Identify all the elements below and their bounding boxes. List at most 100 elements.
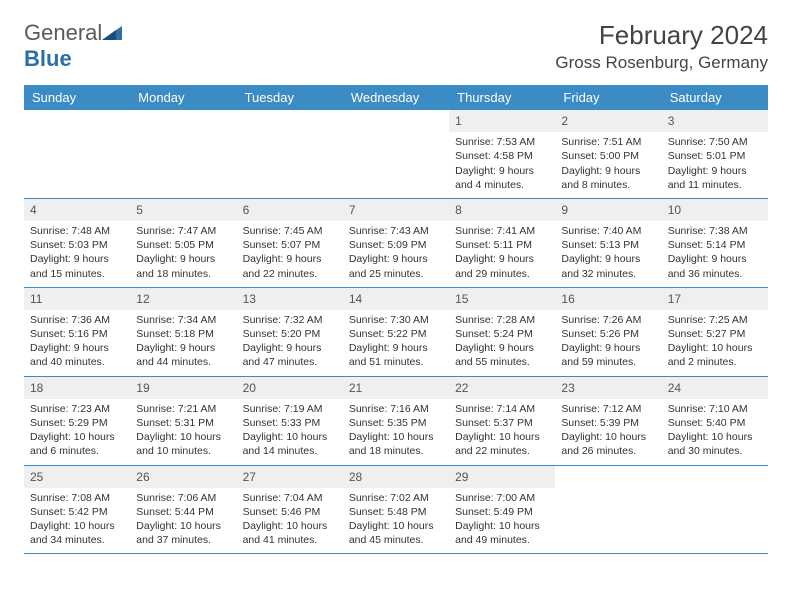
day-number: 18: [24, 377, 130, 399]
sunset-text: Sunset: 5:20 PM: [243, 327, 337, 341]
daylight-text: Daylight: 10 hours: [30, 430, 124, 444]
sunset-text: Sunset: 5:35 PM: [349, 416, 443, 430]
day-number: 16: [555, 288, 661, 310]
daylight-text: and 26 minutes.: [561, 444, 655, 458]
sunrise-text: Sunrise: 7:16 AM: [349, 402, 443, 416]
sunrise-text: Sunrise: 7:41 AM: [455, 224, 549, 238]
calendar-row: 25Sunrise: 7:08 AMSunset: 5:42 PMDayligh…: [24, 466, 768, 555]
day-number: 23: [555, 377, 661, 399]
header: GeneralBlue February 2024 Gross Rosenbur…: [24, 20, 768, 73]
daylight-text: and 36 minutes.: [668, 267, 762, 281]
sunset-text: Sunset: 5:49 PM: [455, 505, 549, 519]
daylight-text: and 8 minutes.: [561, 178, 655, 192]
calendar-day: 29Sunrise: 7:00 AMSunset: 5:49 PMDayligh…: [449, 466, 555, 554]
day-number: 22: [449, 377, 555, 399]
location-label: Gross Rosenburg, Germany: [555, 53, 768, 73]
calendar-header-row: SundayMondayTuesdayWednesdayThursdayFrid…: [24, 85, 768, 110]
daylight-text: and 40 minutes.: [30, 355, 124, 369]
sunrise-text: Sunrise: 7:26 AM: [561, 313, 655, 327]
calendar-day: 25Sunrise: 7:08 AMSunset: 5:42 PMDayligh…: [24, 466, 130, 554]
daylight-text: and 59 minutes.: [561, 355, 655, 369]
daylight-text: and 34 minutes.: [30, 533, 124, 547]
sunset-text: Sunset: 5:18 PM: [136, 327, 230, 341]
sunrise-text: Sunrise: 7:47 AM: [136, 224, 230, 238]
daylight-text: Daylight: 9 hours: [243, 252, 337, 266]
weekday-header: Monday: [130, 85, 236, 110]
daylight-text: Daylight: 9 hours: [349, 252, 443, 266]
sunrise-text: Sunrise: 7:06 AM: [136, 491, 230, 505]
daylight-text: and 29 minutes.: [455, 267, 549, 281]
daylight-text: Daylight: 9 hours: [455, 252, 549, 266]
day-number: 4: [24, 199, 130, 221]
sunset-text: Sunset: 5:26 PM: [561, 327, 655, 341]
sunrise-text: Sunrise: 7:50 AM: [668, 135, 762, 149]
daylight-text: Daylight: 9 hours: [668, 164, 762, 178]
calendar-day: 5Sunrise: 7:47 AMSunset: 5:05 PMDaylight…: [130, 199, 236, 287]
calendar-row: 18Sunrise: 7:23 AMSunset: 5:29 PMDayligh…: [24, 377, 768, 466]
logo-text-blue: Blue: [24, 46, 72, 71]
day-number: 11: [24, 288, 130, 310]
calendar-day: 9Sunrise: 7:40 AMSunset: 5:13 PMDaylight…: [555, 199, 661, 287]
sunset-text: Sunset: 5:11 PM: [455, 238, 549, 252]
day-number: 28: [343, 466, 449, 488]
daylight-text: Daylight: 9 hours: [561, 252, 655, 266]
weekday-header: Wednesday: [343, 85, 449, 110]
calendar-day: 16Sunrise: 7:26 AMSunset: 5:26 PMDayligh…: [555, 288, 661, 376]
logo-text-gray: General: [24, 20, 102, 45]
day-number: 12: [130, 288, 236, 310]
sunset-text: Sunset: 5:48 PM: [349, 505, 443, 519]
sunrise-text: Sunrise: 7:30 AM: [349, 313, 443, 327]
day-number: 13: [237, 288, 343, 310]
calendar-day: 22Sunrise: 7:14 AMSunset: 5:37 PMDayligh…: [449, 377, 555, 465]
calendar-day: 21Sunrise: 7:16 AMSunset: 5:35 PMDayligh…: [343, 377, 449, 465]
day-number: 24: [662, 377, 768, 399]
sunrise-text: Sunrise: 7:51 AM: [561, 135, 655, 149]
calendar-row: 1Sunrise: 7:53 AMSunset: 4:58 PMDaylight…: [24, 110, 768, 199]
daylight-text: and 2 minutes.: [668, 355, 762, 369]
sunset-text: Sunset: 5:24 PM: [455, 327, 549, 341]
day-number: 5: [130, 199, 236, 221]
daylight-text: Daylight: 9 hours: [349, 341, 443, 355]
logo-triangle-icon: [102, 20, 122, 46]
daylight-text: Daylight: 10 hours: [561, 430, 655, 444]
daylight-text: and 18 minutes.: [136, 267, 230, 281]
daylight-text: and 55 minutes.: [455, 355, 549, 369]
daylight-text: Daylight: 10 hours: [136, 430, 230, 444]
daylight-text: and 22 minutes.: [455, 444, 549, 458]
daylight-text: and 14 minutes.: [243, 444, 337, 458]
daylight-text: and 10 minutes.: [136, 444, 230, 458]
sunset-text: Sunset: 5:09 PM: [349, 238, 443, 252]
daylight-text: and 15 minutes.: [30, 267, 124, 281]
calendar-day-empty: [343, 110, 449, 198]
day-number: 3: [662, 110, 768, 132]
sunrise-text: Sunrise: 7:53 AM: [455, 135, 549, 149]
daylight-text: and 49 minutes.: [455, 533, 549, 547]
logo: GeneralBlue: [24, 20, 122, 72]
day-number: 26: [130, 466, 236, 488]
calendar-day: 15Sunrise: 7:28 AMSunset: 5:24 PMDayligh…: [449, 288, 555, 376]
calendar-day: 1Sunrise: 7:53 AMSunset: 4:58 PMDaylight…: [449, 110, 555, 198]
daylight-text: and 25 minutes.: [349, 267, 443, 281]
calendar-day: 8Sunrise: 7:41 AMSunset: 5:11 PMDaylight…: [449, 199, 555, 287]
weekday-header: Friday: [555, 85, 661, 110]
sunrise-text: Sunrise: 7:34 AM: [136, 313, 230, 327]
calendar-day-empty: [237, 110, 343, 198]
daylight-text: and 18 minutes.: [349, 444, 443, 458]
daylight-text: Daylight: 10 hours: [349, 519, 443, 533]
sunset-text: Sunset: 5:03 PM: [30, 238, 124, 252]
daylight-text: Daylight: 9 hours: [136, 341, 230, 355]
day-number: 27: [237, 466, 343, 488]
calendar-body: 1Sunrise: 7:53 AMSunset: 4:58 PMDaylight…: [24, 110, 768, 554]
sunset-text: Sunset: 5:37 PM: [455, 416, 549, 430]
sunset-text: Sunset: 5:33 PM: [243, 416, 337, 430]
daylight-text: and 45 minutes.: [349, 533, 443, 547]
calendar-day: 27Sunrise: 7:04 AMSunset: 5:46 PMDayligh…: [237, 466, 343, 554]
daylight-text: and 30 minutes.: [668, 444, 762, 458]
daylight-text: and 11 minutes.: [668, 178, 762, 192]
sunrise-text: Sunrise: 7:45 AM: [243, 224, 337, 238]
daylight-text: Daylight: 9 hours: [455, 164, 549, 178]
day-number: 19: [130, 377, 236, 399]
day-number: 2: [555, 110, 661, 132]
sunset-text: Sunset: 5:27 PM: [668, 327, 762, 341]
daylight-text: Daylight: 10 hours: [243, 430, 337, 444]
